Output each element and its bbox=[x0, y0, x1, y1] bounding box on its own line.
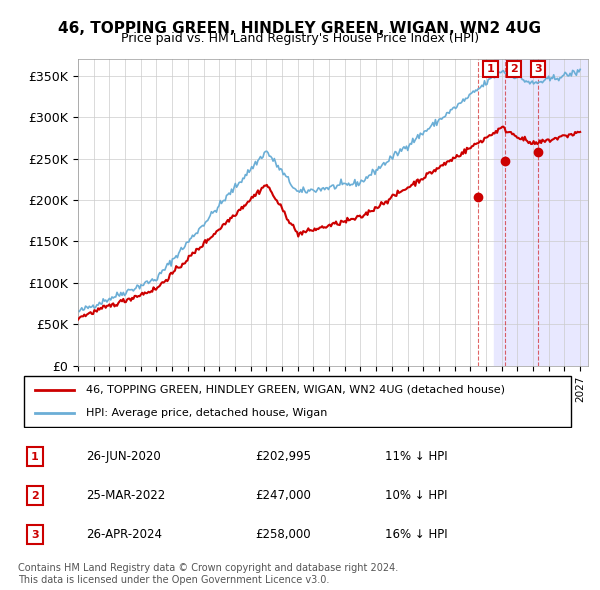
Text: 46, TOPPING GREEN, HINDLEY GREEN, WIGAN, WN2 4UG (detached house): 46, TOPPING GREEN, HINDLEY GREEN, WIGAN,… bbox=[86, 385, 505, 395]
Text: 1: 1 bbox=[31, 452, 39, 461]
Text: 10% ↓ HPI: 10% ↓ HPI bbox=[385, 489, 447, 502]
Text: Contains HM Land Registry data © Crown copyright and database right 2024.
This d: Contains HM Land Registry data © Crown c… bbox=[18, 563, 398, 585]
Text: 3: 3 bbox=[534, 64, 542, 74]
Text: 26-JUN-2020: 26-JUN-2020 bbox=[86, 450, 160, 463]
Text: Price paid vs. HM Land Registry's House Price Index (HPI): Price paid vs. HM Land Registry's House … bbox=[121, 32, 479, 45]
FancyBboxPatch shape bbox=[23, 376, 571, 427]
Text: 11% ↓ HPI: 11% ↓ HPI bbox=[385, 450, 447, 463]
Text: £258,000: £258,000 bbox=[255, 528, 311, 541]
Text: 25-MAR-2022: 25-MAR-2022 bbox=[86, 489, 165, 502]
Text: 16% ↓ HPI: 16% ↓ HPI bbox=[385, 528, 447, 541]
Text: 2: 2 bbox=[511, 64, 518, 74]
Text: 26-APR-2024: 26-APR-2024 bbox=[86, 528, 161, 541]
Text: £247,000: £247,000 bbox=[255, 489, 311, 502]
Bar bbox=[494, 59, 588, 366]
Text: HPI: Average price, detached house, Wigan: HPI: Average price, detached house, Wiga… bbox=[86, 408, 327, 418]
Text: 46, TOPPING GREEN, HINDLEY GREEN, WIGAN, WN2 4UG: 46, TOPPING GREEN, HINDLEY GREEN, WIGAN,… bbox=[59, 21, 542, 35]
Text: 2: 2 bbox=[31, 491, 39, 500]
Text: 1: 1 bbox=[487, 64, 494, 74]
Text: £202,995: £202,995 bbox=[255, 450, 311, 463]
Text: 3: 3 bbox=[31, 530, 39, 539]
